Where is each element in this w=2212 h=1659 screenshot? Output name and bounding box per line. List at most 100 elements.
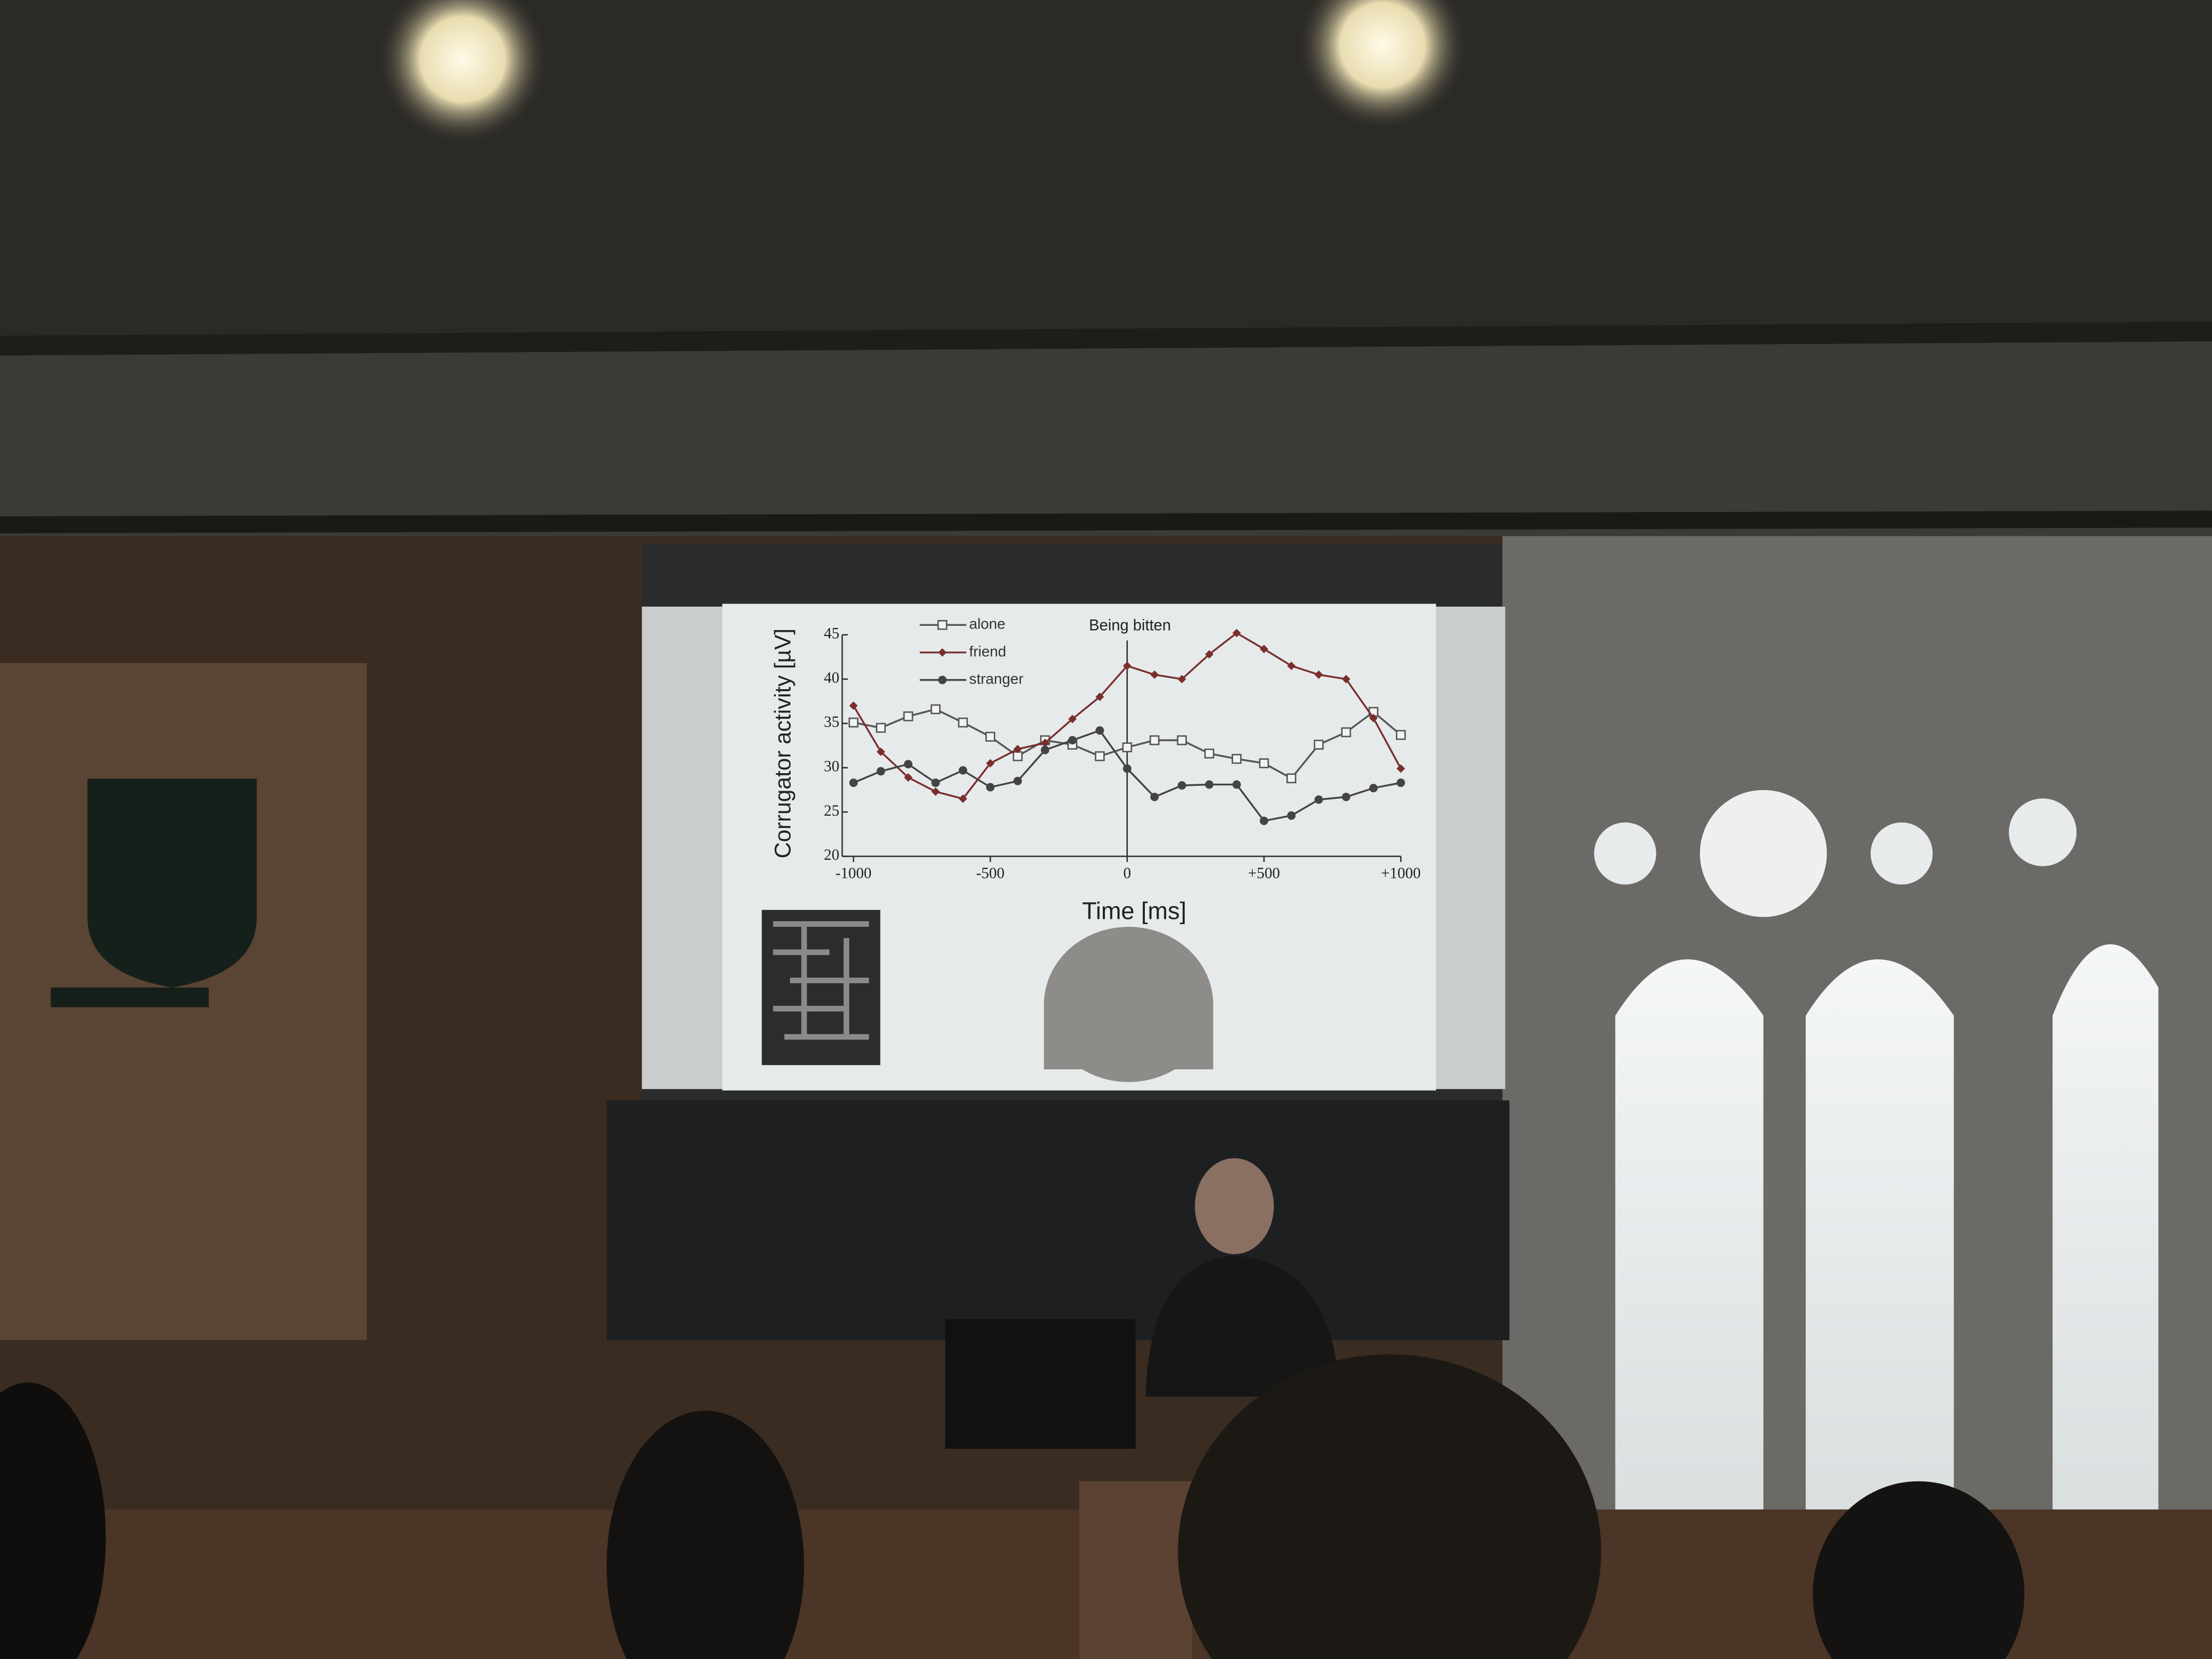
speaker-body <box>1145 1255 1340 1397</box>
point <box>1396 764 1405 773</box>
point <box>1314 670 1323 679</box>
point <box>1396 730 1406 740</box>
ceiling-panel <box>0 338 2212 537</box>
audience-head <box>606 1411 805 1659</box>
point <box>1041 745 1050 755</box>
window-rose <box>1699 790 1827 917</box>
point <box>849 778 858 787</box>
point <box>1149 735 1160 745</box>
point <box>876 747 885 756</box>
blackboard <box>606 1100 1510 1340</box>
legend-marker <box>938 675 947 684</box>
point <box>1177 781 1186 790</box>
point <box>1205 780 1214 789</box>
point <box>1013 744 1022 753</box>
point <box>986 759 995 768</box>
legend-label: friend <box>969 643 1007 659</box>
point <box>1232 780 1241 789</box>
audience-head <box>0 1382 106 1659</box>
point <box>904 773 912 782</box>
maze-walls <box>773 921 869 1040</box>
point <box>931 778 940 787</box>
x-tick-label: +500 <box>1248 865 1280 882</box>
window-rose <box>1594 822 1656 885</box>
crest <box>87 778 257 988</box>
point <box>1314 795 1323 804</box>
monitor <box>945 1319 1136 1449</box>
window <box>1805 959 1954 1524</box>
x-axis-label: Time [ms] <box>1082 897 1186 924</box>
point <box>958 717 968 728</box>
point <box>931 787 940 796</box>
point <box>1204 748 1214 759</box>
window <box>2052 944 2159 1524</box>
point <box>876 723 886 733</box>
point <box>848 717 859 728</box>
point <box>1095 726 1104 735</box>
point <box>1231 753 1242 764</box>
point <box>1369 784 1378 793</box>
x-tick-label: -500 <box>976 865 1004 882</box>
point <box>986 783 995 792</box>
window-rose <box>1870 822 1933 885</box>
point <box>985 732 995 742</box>
point <box>1095 751 1105 761</box>
point <box>1177 735 1187 745</box>
point <box>959 766 967 775</box>
legend-label: alone <box>969 616 1006 632</box>
point <box>1341 727 1351 738</box>
point <box>1122 661 1132 671</box>
point <box>1287 811 1296 820</box>
legend-marker <box>937 620 948 630</box>
point <box>1013 776 1022 785</box>
x-tick-label: +1000 <box>1381 865 1421 882</box>
point <box>1041 739 1050 748</box>
point <box>959 794 967 803</box>
y-tick-label: 35 <box>824 714 839 731</box>
point <box>931 704 941 715</box>
point <box>1287 661 1296 671</box>
chart-annotation: Being bitten <box>1089 617 1171 634</box>
point <box>903 711 914 722</box>
window <box>1615 959 1764 1524</box>
y-tick-label: 20 <box>824 847 839 864</box>
point <box>1122 742 1133 752</box>
y-tick-label: 40 <box>824 669 839 686</box>
point <box>1122 764 1132 773</box>
point <box>1150 792 1159 801</box>
y-tick-label: 45 <box>824 625 839 642</box>
x-tick-label: -1000 <box>835 865 872 882</box>
point <box>1396 778 1405 787</box>
point <box>1313 740 1324 750</box>
legend-marker <box>938 648 947 657</box>
lectern <box>1079 1481 1192 1659</box>
window-rose <box>2008 798 2077 866</box>
x-tick-label: 0 <box>1123 865 1131 882</box>
point <box>1260 816 1269 825</box>
legend-label: stranger <box>969 671 1024 687</box>
speaker-head <box>1195 1158 1274 1254</box>
point <box>1286 773 1296 784</box>
point <box>849 701 858 710</box>
point <box>1068 715 1077 724</box>
point <box>1232 629 1241 638</box>
crest-ribbon <box>51 987 209 1008</box>
point <box>1205 650 1214 659</box>
audience-head <box>1813 1481 2025 1659</box>
beam <box>0 510 2212 533</box>
point <box>876 767 885 776</box>
point <box>1342 792 1351 801</box>
ceiling-light <box>378 0 548 144</box>
beam <box>0 321 2212 356</box>
point <box>1068 736 1077 745</box>
point <box>904 760 912 769</box>
ceiling-light <box>1297 0 1468 130</box>
maze-image <box>761 910 881 1066</box>
y-tick-label: 25 <box>824 802 839 819</box>
audience-head <box>1178 1354 1602 1659</box>
y-axis-label: Corrugator activity [µV] <box>770 629 795 858</box>
face-photo <box>1044 1004 1213 1070</box>
point <box>1259 758 1269 768</box>
